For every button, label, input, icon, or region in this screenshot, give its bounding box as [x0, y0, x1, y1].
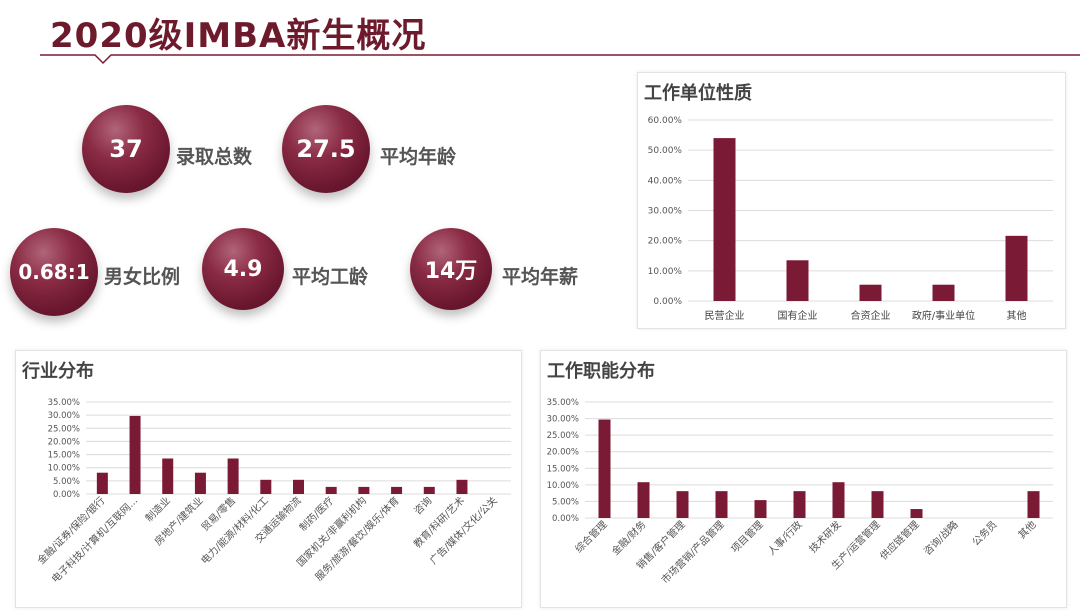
stat-label: 录取总数: [176, 146, 253, 168]
y-tick-label: 20.00%: [648, 237, 683, 247]
bar: [754, 500, 767, 518]
y-tick-label: 30.00%: [48, 411, 80, 421]
y-tick-label: 20.00%: [48, 437, 80, 447]
stat-label: 平均年薪: [502, 266, 579, 288]
x-category-label: 民营企业: [705, 309, 745, 322]
chart-panel-employer-type: 工作单位性质 0.00% 10.00% 20.00% 30.00% 40.00% 50.0…: [637, 72, 1066, 329]
job-function-chart: 0.00% 5.00% 10.00% 15.00% 20.00% 25.00% 30.00%…: [547, 398, 1053, 586]
x-category-label: 人事/行政: [765, 518, 805, 558]
y-tick-label: 10.00%: [547, 481, 579, 491]
bar: [423, 486, 435, 494]
bar: [325, 486, 337, 494]
x-category-label: 国有企业: [778, 309, 818, 322]
y-tick-label: 5.00%: [552, 497, 579, 507]
bar: [456, 479, 468, 494]
stat-value: 14万: [424, 259, 478, 284]
bar: [391, 486, 403, 494]
y-tick-label: 20.00%: [547, 448, 579, 458]
x-category-label: 项目管理: [728, 518, 765, 555]
chart-panel-job-function: 工作职能分布 0.00% 5.00% 10.00% 15.00% 20.00% 25.00…: [540, 350, 1067, 608]
x-category-label: 供应链管理: [877, 518, 922, 563]
bar: [676, 491, 689, 518]
x-category-label: 咨询/战略: [921, 518, 961, 558]
y-tick-label: 60.00%: [648, 116, 683, 126]
industry-chart: 0.00% 5.00% 10.00% 15.00% 20.00% 25.00% 30.00%…: [35, 398, 511, 585]
y-tick-label: 0.00%: [653, 297, 682, 307]
y-tick-label: 5.00%: [53, 477, 80, 487]
y-tick-label: 40.00%: [648, 176, 683, 186]
stat-circle: 14万: [410, 228, 492, 310]
chart-title: 工作单位性质: [644, 83, 752, 104]
bar: [129, 415, 141, 494]
y-tick-label: 30.00%: [648, 207, 683, 217]
page-title: 2020级IMBA新生概况: [50, 16, 427, 56]
bar: [293, 479, 304, 494]
title-underline: [40, 54, 1080, 65]
bar: [1005, 235, 1028, 301]
stat-circle: 0.68:1: [10, 228, 98, 316]
chart-title: 工作职能分布: [547, 361, 655, 382]
stat-label: 平均年龄: [380, 146, 457, 168]
bar: [162, 458, 174, 494]
employer-type-chart: 0.00% 10.00% 20.00% 30.00% 40.00% 50.00% 60.00…: [648, 116, 1053, 322]
stat-value: 27.5: [296, 135, 356, 163]
stat-label: 平均工龄: [292, 266, 369, 288]
bar: [715, 491, 728, 518]
bar: [859, 284, 882, 301]
bar: [832, 482, 845, 518]
bar: [358, 486, 370, 494]
y-tick-label: 35.00%: [48, 398, 80, 408]
bar: [598, 419, 611, 518]
bar: [637, 482, 650, 518]
stat-value: 37: [109, 135, 143, 163]
bar: [96, 472, 108, 494]
y-tick-label: 35.00%: [547, 398, 579, 408]
bar: [932, 284, 955, 301]
y-tick-label: 10.00%: [648, 267, 683, 277]
bar: [871, 491, 884, 518]
y-tick-label: 15.00%: [48, 451, 80, 461]
stat-circle: 4.9: [202, 228, 284, 310]
y-tick-label: 0.00%: [53, 490, 80, 500]
bar: [793, 491, 806, 518]
stat-circle: 37: [82, 105, 170, 193]
y-tick-label: 50.00%: [648, 146, 683, 156]
bar: [260, 479, 272, 494]
chart-panel-industry: 行业分布 0.00% 5.00% 10.00% 15.00% 20.00% 25.00% 3…: [15, 350, 522, 608]
chart-title: 行业分布: [22, 361, 94, 382]
x-category-label: 公务员: [969, 518, 999, 548]
stat-value: 4.9: [223, 256, 263, 282]
bar: [227, 458, 239, 494]
y-tick-label: 25.00%: [48, 424, 80, 434]
bar: [786, 260, 809, 301]
bar: [1027, 491, 1040, 518]
y-tick-label: 10.00%: [48, 464, 80, 474]
x-category-label: 合资企业: [851, 309, 891, 322]
x-category-label: 金融/财务: [609, 518, 649, 558]
x-category-label: 其他: [1007, 309, 1027, 322]
stat-circle: 27.5: [282, 105, 370, 193]
y-tick-label: 25.00%: [547, 431, 579, 441]
bar: [910, 509, 923, 518]
x-category-label: 政府/事业单位: [912, 309, 975, 322]
x-category-label: 市场营销/产品管理: [658, 518, 726, 586]
y-tick-label: 0.00%: [552, 514, 579, 524]
bar: [194, 472, 206, 494]
y-tick-label: 15.00%: [547, 464, 579, 474]
stat-value: 0.68:1: [18, 260, 90, 284]
y-tick-label: 30.00%: [547, 415, 579, 425]
x-category-label: 制造业: [142, 494, 172, 524]
x-category-label: 技术研发: [806, 518, 843, 555]
x-category-label: 咨询: [411, 494, 434, 517]
stat-label: 男女比例: [104, 266, 181, 288]
x-category-label: 其他: [1015, 518, 1038, 541]
bar: [713, 138, 736, 301]
